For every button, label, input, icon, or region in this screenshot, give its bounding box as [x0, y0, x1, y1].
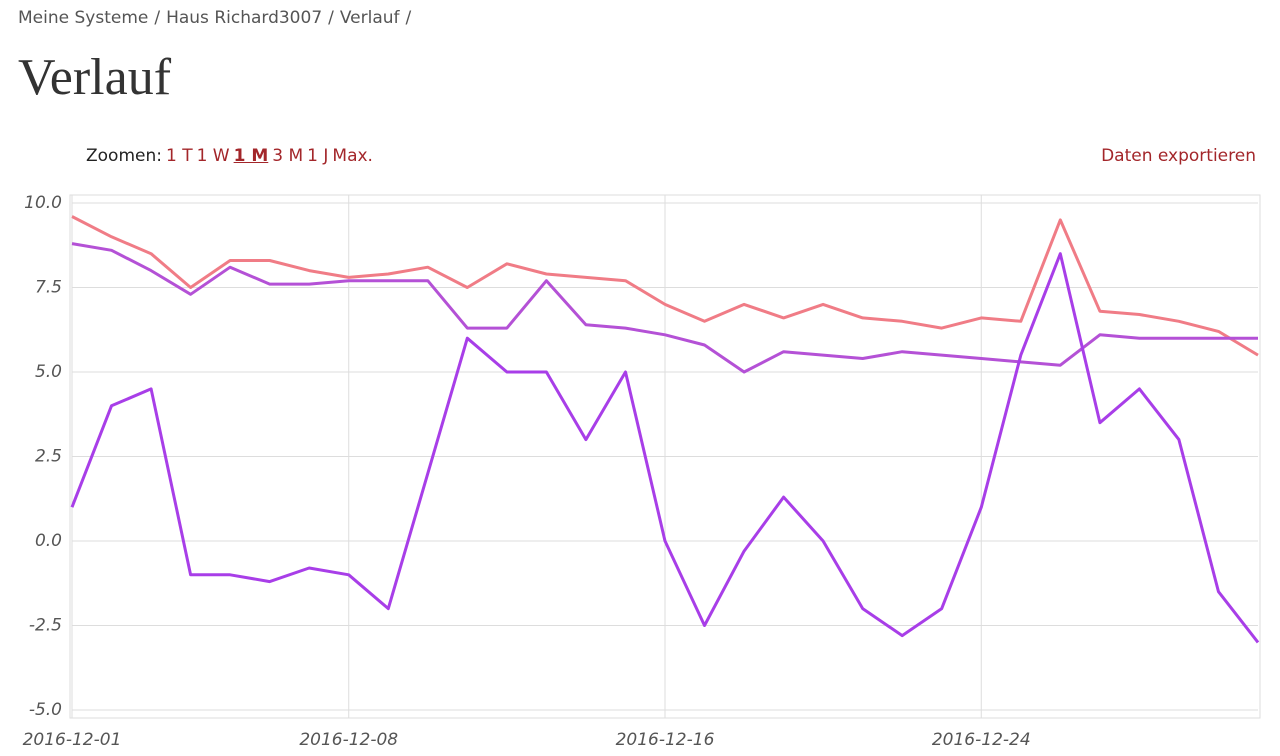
breadcrumb-separator: / — [405, 8, 412, 28]
y-tick-label: -2.5 — [29, 616, 62, 636]
x-tick-label: 2016-12-16 — [616, 730, 715, 750]
zoom-label: Zoomen: — [86, 146, 162, 166]
y-tick-label: -5.0 — [29, 700, 62, 720]
export-link[interactable]: Daten exportieren — [1101, 146, 1256, 166]
y-tick-label: 5.0 — [35, 362, 62, 382]
y-tick-label: 7.5 — [35, 278, 62, 298]
breadcrumb: Meine Systeme / Haus Richard3007/Verlauf / — [18, 8, 417, 28]
series-line — [70, 252, 1260, 644]
x-tick-label: 2016-12-08 — [299, 730, 398, 750]
series-line — [71, 215, 1259, 357]
zoom-option[interactable]: Max. — [332, 146, 373, 166]
page-title: Verlauf — [18, 49, 172, 106]
x-tick-label: 2016-12-24 — [932, 730, 1031, 750]
breadcrumb-separator: / — [328, 8, 334, 28]
zoom-option[interactable]: 1 M — [233, 146, 269, 166]
zoom-option[interactable]: 1 T — [165, 146, 193, 166]
breadcrumb-separator: / — [154, 8, 161, 28]
breadcrumb-item[interactable]: Meine Systeme — [18, 8, 149, 28]
y-tick-label: 0.0 — [35, 531, 62, 551]
x-tick-label: 2016-12-01 — [23, 730, 122, 750]
zoom-option[interactable]: 1 J — [307, 146, 329, 166]
breadcrumb-item[interactable]: Verlauf — [339, 8, 400, 28]
zoom-option[interactable]: 3 M — [272, 146, 304, 166]
y-tick-label: 2.5 — [35, 447, 62, 467]
zoom-option[interactable]: 1 W — [196, 146, 230, 166]
breadcrumb-item[interactable]: Haus Richard3007 — [166, 8, 323, 28]
chart: -5.0 -2.5 0.0 2.5 5.0 7.5 10.0 2016-12-01 2016-1… — [23, 193, 1261, 750]
y-tick-label: 10.0 — [24, 193, 62, 213]
series-line — [71, 242, 1258, 374]
